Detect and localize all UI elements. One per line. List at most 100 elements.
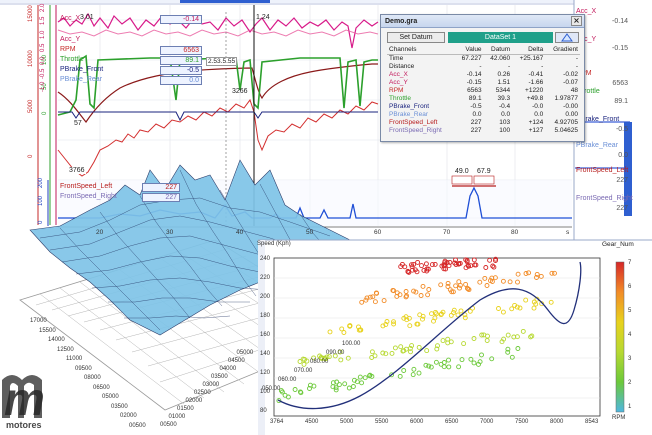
close-icon[interactable]: × <box>571 16 582 26</box>
gear-point-2 <box>336 382 342 388</box>
gear-point-4 <box>347 323 353 329</box>
channel-item-value: -0.15 <box>612 45 628 52</box>
throttle-point-label: 57 <box>74 120 82 127</box>
axis-tick-label: 0.0 <box>40 56 46 66</box>
surface-axis-tick: 09500 <box>75 365 92 372</box>
channel-delta-cell: -0.0 <box>532 103 544 110</box>
channel-value-cell: 227 <box>470 119 482 126</box>
dataset-select[interactable]: DataSet 1 <box>448 32 553 43</box>
gear-point-3 <box>337 349 343 355</box>
gear-y-tick: 140 <box>260 351 271 357</box>
colorbar-tick: 3 <box>628 356 632 362</box>
channel-delta-cell: 0.0 <box>534 111 544 118</box>
legend-label: PBrake_Rear <box>60 76 103 83</box>
surface-axis-tick: 11000 <box>66 356 83 362</box>
watermark-logo: m <box>4 373 45 425</box>
dialog-title: Demo.gra <box>381 15 584 28</box>
legend-row-frontspeed_right: FrontSpeed_Right 227 <box>60 193 180 203</box>
gear-point-2 <box>459 357 465 363</box>
legend-value: 89.1 <box>160 56 202 65</box>
gear-point-2 <box>477 359 483 365</box>
axis-tick-label: 10000 <box>28 50 34 68</box>
surface-axis-tick: 090.00 <box>326 350 345 356</box>
gear-point-4 <box>404 317 410 323</box>
axis-tick-label: 0 <box>28 154 34 158</box>
gear-point-5 <box>515 279 520 285</box>
set-datum-button[interactable]: Set Datum <box>387 32 445 43</box>
gear-point-5 <box>364 295 370 301</box>
channel-datum-cell: 0.26 <box>497 71 511 78</box>
watermark-text: motores <box>6 420 42 430</box>
channel-item-label[interactable]: Acc_X <box>576 8 597 15</box>
surface-axis-tick: 14000 <box>48 337 65 343</box>
gear-point-3 <box>380 350 386 356</box>
channel-value-cell: 67.227 <box>461 55 482 62</box>
legend-row-throttle: Throttle 89.1 <box>60 56 202 66</box>
acc-cursor-label-2: 1.24 <box>256 14 270 21</box>
channel-item-label[interactable]: FrontSpeed_Right <box>576 195 633 202</box>
gear-scatter-points <box>276 256 557 404</box>
rpm-point-label: 3766 <box>68 167 86 174</box>
gear-point-3 <box>311 355 317 361</box>
channel-item-label[interactable]: PBrake_Rear <box>576 142 619 149</box>
gear-point-2 <box>357 374 363 380</box>
legend-row-frontspeed_left: FrontSpeed_Left 227 <box>60 183 180 193</box>
channel-name-cell: Throttle <box>389 95 412 102</box>
gear-point-2 <box>416 370 422 376</box>
channel-item-label[interactable]: PBrake_Front <box>576 116 620 123</box>
gear-point-3 <box>372 353 378 359</box>
gear-point-4 <box>448 312 454 318</box>
gear-point-6 <box>491 264 497 270</box>
gear-point-5 <box>457 285 462 291</box>
channel-item-label[interactable]: Acc_Y <box>576 36 597 43</box>
channel-delta-cell: +1220 <box>525 87 544 94</box>
gear-point-4 <box>339 326 345 332</box>
gear-x-tick: 5000 <box>340 419 354 425</box>
gear-point-6 <box>419 263 424 269</box>
gear-point-5 <box>477 279 483 285</box>
gear-point-3 <box>416 344 422 350</box>
channel-datum-cell: 103 <box>499 119 511 126</box>
channel-datum-cell: -0.4 <box>498 103 511 110</box>
surface-axis-tick: 15500 <box>39 327 56 334</box>
gear-point-2 <box>505 346 511 352</box>
surface-axis-tick: 05000 <box>102 394 119 400</box>
gear-point-5 <box>526 270 532 276</box>
surface-axis-tick: 12500 <box>57 346 74 353</box>
channel-item-value: 89.1 <box>614 98 628 105</box>
surface-axis-tick: 04500 <box>228 358 245 364</box>
channel-gradient-cell: 5.04625 <box>554 127 579 134</box>
time-scrollbar-thumb[interactable] <box>180 0 270 3</box>
gear-point-2 <box>333 385 339 391</box>
gear-point-5 <box>411 288 417 294</box>
gear-x-tick: 5500 <box>375 419 389 425</box>
channel-item-label[interactable]: Throttle <box>576 88 600 95</box>
gear-point-4 <box>417 312 423 318</box>
channel-item-value: -0.14 <box>612 18 628 25</box>
gear-point-5 <box>534 275 539 280</box>
gear-point-4 <box>451 307 457 313</box>
surface-axis-tick: 08000 <box>84 375 101 381</box>
channel-panel-scrollbar[interactable] <box>624 122 632 216</box>
gear-point-5 <box>445 280 451 286</box>
gear-point-4 <box>356 324 361 330</box>
gear-point-6 <box>493 258 498 263</box>
channel-gradient-cell: -0.00 <box>563 103 578 110</box>
table-header-cell: Gradient <box>545 46 580 55</box>
throttle-trace <box>57 54 378 116</box>
channel-gradient-cell: 1.97877 <box>554 95 579 102</box>
gear-point-5 <box>394 293 400 299</box>
channel-item-label[interactable]: FrontSpeed_Left <box>576 167 629 174</box>
gear-point-4 <box>433 309 438 315</box>
legend-label: RPM <box>60 46 76 53</box>
gear-point-3 <box>434 346 440 352</box>
axis-tick-label: 200 <box>38 177 44 188</box>
rpm-point-label-2: 3266 <box>232 88 248 95</box>
gear-point-4 <box>458 308 464 314</box>
gear-point-4 <box>406 315 412 321</box>
dataset-triangle-button[interactable] <box>555 32 579 43</box>
gear-point-2 <box>446 364 452 370</box>
gear-point-3 <box>400 348 406 354</box>
gear-point-3 <box>461 341 467 347</box>
time-tick-label: 60 <box>374 229 382 236</box>
